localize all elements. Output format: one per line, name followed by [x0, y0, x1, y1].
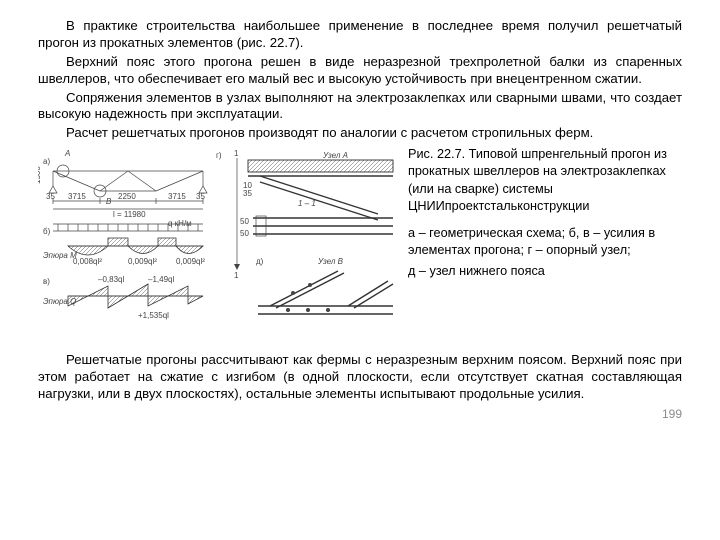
caption-line-2: а – геометрическая схема; б, в – усилия …	[408, 225, 682, 259]
svg-text:1: 1	[234, 149, 239, 158]
label-d: д)	[256, 257, 264, 266]
label-nodeA: Узел А	[322, 151, 348, 160]
engineering-diagram: а) A B 1500	[38, 146, 398, 346]
label-t50: 50	[240, 217, 249, 226]
label-dim2: 2250	[118, 192, 136, 201]
label-a: а)	[43, 157, 50, 166]
label-dim4: 35	[46, 192, 55, 201]
label-t50b: 50	[240, 229, 249, 238]
caption-line-1: Рис. 22.7. Типовой шпренгельный прогон и…	[408, 146, 682, 215]
label-A: A	[64, 149, 70, 158]
label-q2: –1,49ql	[148, 275, 174, 284]
label-dim3: 3715	[168, 192, 186, 201]
label-b: б)	[43, 227, 51, 236]
svg-text:1: 1	[234, 271, 239, 280]
label-dim1: 3715	[68, 192, 86, 201]
label-dim5: 35	[196, 192, 205, 201]
label-q1: –0,83ql	[98, 275, 124, 284]
label-B: B	[106, 197, 112, 206]
label-t35: 35	[243, 189, 252, 198]
paragraph-3: Сопряжения элементов в узлах выполняют н…	[38, 90, 682, 124]
paragraph-2: Верхний пояс этого прогона решен в виде …	[38, 54, 682, 88]
label-v: в)	[43, 277, 50, 286]
label-mom3: 0,009ql²	[176, 257, 205, 266]
figure-row: а) A B 1500	[38, 146, 682, 346]
label-q3: +1,535ql	[138, 311, 169, 320]
label-h: 1500	[38, 166, 42, 184]
caption-line-3: д – узел нижнего пояса	[408, 263, 682, 280]
paragraph-4: Расчет решетчатых прогонов производят по…	[38, 125, 682, 142]
label-g: г)	[216, 151, 222, 160]
page-container: В практике строительства наибольшее прим…	[0, 0, 720, 434]
label-section: 1 – 1	[298, 199, 316, 208]
label-nodeB: Узел В	[317, 257, 344, 266]
label-mom1: 0,008ql²	[73, 257, 102, 266]
label-total: l = 11980	[113, 210, 146, 219]
label-mom2: 0,009ql²	[128, 257, 157, 266]
paragraph-5: Решетчатые прогоны рассчитывают как ферм…	[38, 352, 682, 403]
figure-caption: Рис. 22.7. Типовой шпренгельный прогон и…	[398, 146, 682, 284]
label-epM: Эпюра М	[43, 251, 77, 260]
page-number: 199	[38, 407, 682, 422]
paragraph-1: В практике строительства наибольшее прим…	[38, 18, 682, 52]
